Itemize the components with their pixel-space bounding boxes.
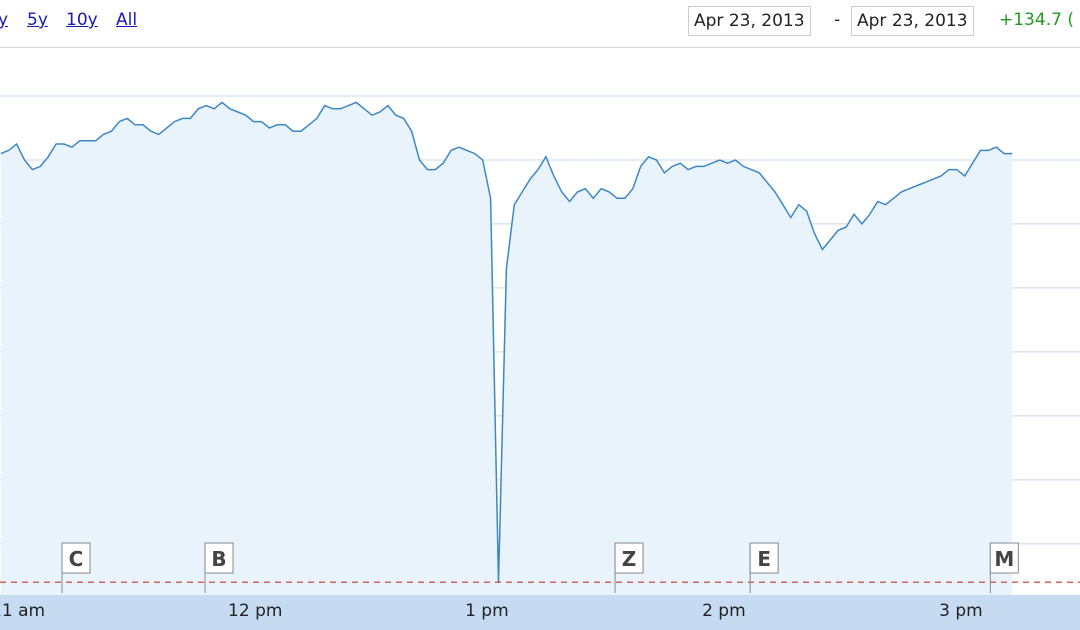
x-tick-label: 2 pm [702, 601, 746, 621]
flag-label: B [211, 547, 226, 571]
flag-label: M [994, 547, 1014, 571]
toolbar: y 5y 10y All Apr 23, 2013 - Apr 23, 2013… [0, 0, 1080, 48]
x-tick-label: 3 pm [939, 601, 983, 621]
date-to[interactable]: Apr 23, 2013 [851, 6, 974, 36]
news-flag[interactable]: B [204, 542, 234, 593]
flag-box [614, 542, 644, 574]
change: +134.7 ( [999, 10, 1074, 30]
news-flag[interactable]: E [749, 542, 779, 593]
flag-box [61, 542, 91, 574]
x-axis-band [0, 595, 1080, 630]
range-link[interactable]: 10y [66, 10, 98, 30]
x-tick-label: 1 pm [465, 601, 509, 621]
date-from[interactable]: Apr 23, 2013 [688, 6, 811, 36]
x-tick-label: 12 pm [228, 601, 282, 621]
range-link[interactable]: All [116, 10, 138, 30]
area [0, 102, 1013, 596]
flag-label: E [757, 547, 771, 571]
range-link[interactable]: y [0, 10, 9, 30]
range-link[interactable]: 5y [27, 10, 48, 30]
flag-box [204, 542, 234, 574]
date-separator: - [834, 10, 841, 30]
line [0, 101, 1013, 583]
flag-box [749, 542, 779, 574]
news-flag[interactable]: Z [614, 542, 644, 593]
flag-label: C [69, 547, 84, 571]
flag-label: Z [622, 547, 637, 571]
news-flag[interactable]: M [989, 542, 1019, 593]
x-tick-label: 11 am [0, 601, 45, 621]
news-flag[interactable]: C [61, 542, 91, 593]
flag-box [989, 542, 1019, 574]
